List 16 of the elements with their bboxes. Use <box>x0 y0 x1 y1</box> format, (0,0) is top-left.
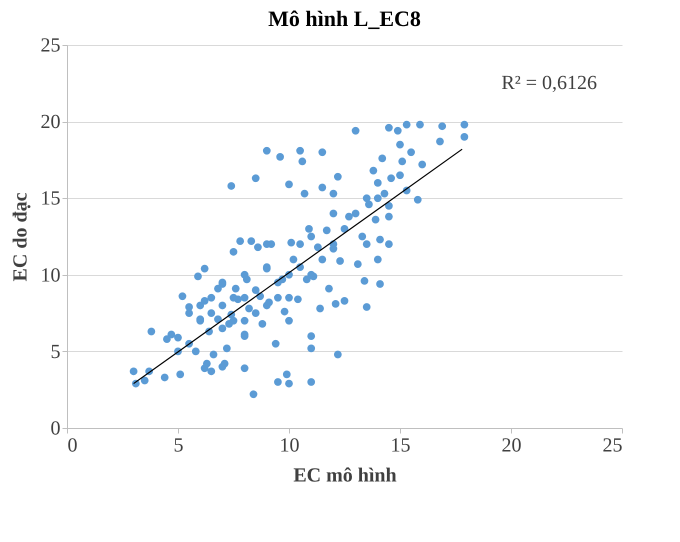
x-tick-label: 0 <box>68 434 78 456</box>
x-tick-label: 5 <box>174 434 184 456</box>
chart-title: Mô hình L_EC8 <box>268 6 421 31</box>
x-tick-label: 10 <box>280 434 300 456</box>
annotation: R² = 0,6126 <box>501 72 597 94</box>
y-tick-label: 5 <box>50 340 60 363</box>
x-tick-label: 25 <box>602 434 622 456</box>
y-tick-label: 15 <box>40 188 60 210</box>
y-tick-label: 10 <box>40 264 60 286</box>
y-tick-label: 0 <box>50 418 60 440</box>
y-tick-label: 20 <box>40 111 60 134</box>
x-axis-title: EC mô hình <box>293 464 397 486</box>
y-axis-title: EC do đạc <box>10 192 32 282</box>
x-tick-label: 20 <box>502 434 522 456</box>
x-tick-label: 15 <box>390 434 410 456</box>
y-tick-label: 25 <box>40 34 60 56</box>
